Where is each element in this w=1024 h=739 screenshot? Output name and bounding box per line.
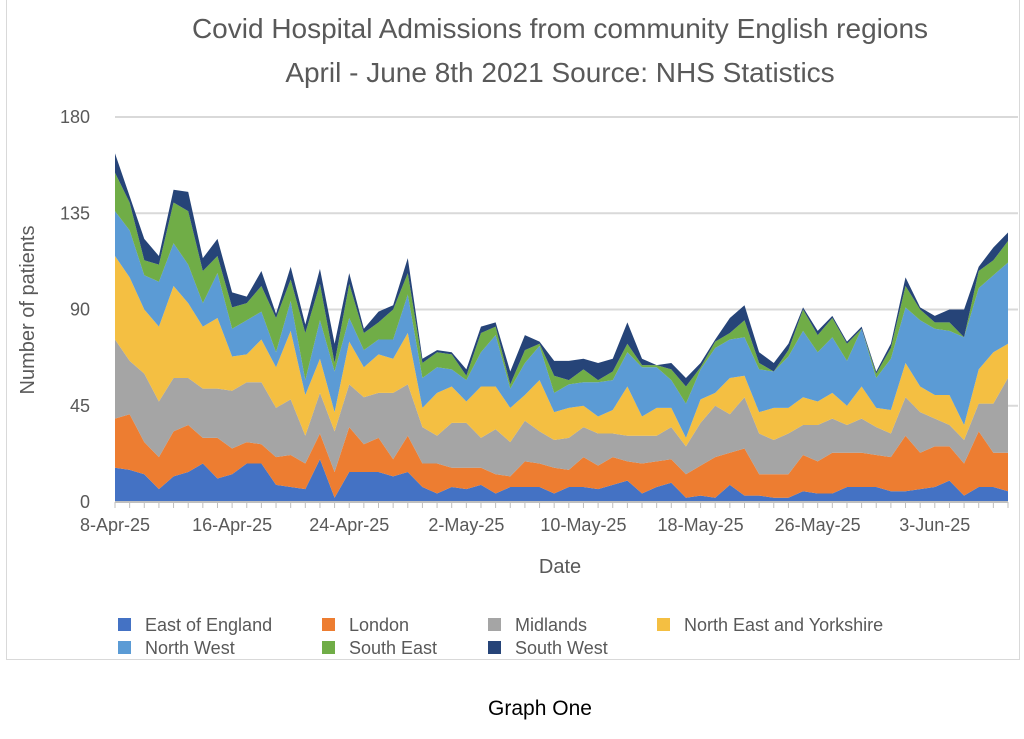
legend-swatch bbox=[657, 618, 670, 631]
legend-swatch bbox=[322, 641, 335, 654]
area-london bbox=[115, 414, 1008, 498]
x-tick-label: 3-Jun-25 bbox=[899, 515, 970, 535]
legend-label: Midlands bbox=[515, 615, 587, 635]
legend-label: South East bbox=[349, 638, 437, 658]
area-midlands bbox=[115, 339, 1008, 477]
legend-swatch bbox=[118, 618, 131, 631]
legend-item: East of England bbox=[118, 615, 272, 635]
chart-frame bbox=[6, 0, 1020, 660]
y-tick-label: 90 bbox=[70, 300, 90, 320]
y-tick-label: 0 bbox=[80, 492, 90, 512]
legend-swatch bbox=[488, 618, 501, 631]
figure-caption: Graph One bbox=[488, 697, 592, 720]
chart-title-line-1: Covid Hospital Admissions from community… bbox=[192, 13, 928, 44]
legend-item: London bbox=[322, 615, 409, 635]
area-south-east bbox=[115, 172, 1008, 404]
legend-item: North East and Yorkshire bbox=[657, 615, 883, 635]
legend-label: London bbox=[349, 615, 409, 635]
y-axis-label: Number of patients bbox=[17, 226, 39, 395]
x-tick-label: 2-May-25 bbox=[428, 515, 504, 535]
legend-swatch bbox=[488, 641, 501, 654]
legend-item: South West bbox=[488, 638, 608, 658]
legend-item: South East bbox=[322, 638, 437, 658]
chart-title-line-2: April - June 8th 2021 Source: NHS Statis… bbox=[285, 57, 834, 88]
legend-label: East of England bbox=[145, 615, 272, 635]
y-tick-label: 45 bbox=[70, 396, 90, 416]
legend-item: Midlands bbox=[488, 615, 587, 635]
y-tick-label: 135 bbox=[60, 203, 90, 223]
legend-swatch bbox=[118, 641, 131, 654]
area-north-west bbox=[115, 211, 1008, 438]
legend-label: North East and Yorkshire bbox=[684, 615, 883, 635]
area-north-east-and-yorkshire bbox=[115, 256, 1008, 447]
x-tick-label: 24-Apr-25 bbox=[309, 515, 389, 535]
x-tick-label: 16-Apr-25 bbox=[192, 515, 272, 535]
y-tick-label: 180 bbox=[60, 107, 90, 127]
x-tick-label: 8-Apr-25 bbox=[80, 515, 150, 535]
area-south-west bbox=[115, 153, 1008, 387]
x-tick-label: 26-May-25 bbox=[775, 515, 861, 535]
legend-label: South West bbox=[515, 638, 608, 658]
legend-item: North West bbox=[118, 638, 235, 658]
legend-swatch bbox=[322, 618, 335, 631]
x-axis-label: Date bbox=[539, 556, 581, 578]
x-tick-label: 10-May-25 bbox=[540, 515, 626, 535]
x-tick-label: 18-May-25 bbox=[658, 515, 744, 535]
area-east-of-england bbox=[115, 459, 1008, 502]
legend-label: North West bbox=[145, 638, 235, 658]
